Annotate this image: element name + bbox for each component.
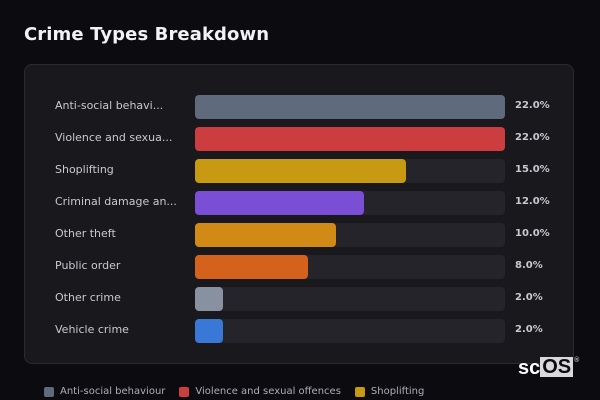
bar-label: Shoplifting [55, 163, 114, 176]
bar-label: Other crime [55, 291, 121, 304]
bar-fill[interactable] [195, 127, 505, 151]
legend-item[interactable]: Anti-social behaviour [44, 386, 165, 397]
bar-fill[interactable] [195, 223, 336, 247]
bar-fill[interactable] [195, 255, 308, 279]
bar-fill[interactable] [195, 319, 224, 343]
bar-label: Vehicle crime [55, 323, 129, 336]
bar-fill[interactable] [195, 191, 365, 215]
legend-label: Anti-social behaviour [60, 386, 166, 397]
bar-track [195, 223, 505, 247]
bar-track [195, 95, 505, 119]
bar-track [195, 319, 505, 343]
bar-row[interactable]: Vehicle crime 2.0% [25, 319, 573, 343]
bar-fill[interactable] [195, 287, 224, 311]
watermark-boxed: OS [540, 356, 574, 378]
bar-label: Public order [55, 259, 121, 272]
bar-row[interactable]: Criminal damage an... 12.0% [25, 191, 573, 215]
bar-label: Anti-social behavi... [55, 99, 164, 112]
bar-value: 8.0% [515, 260, 543, 271]
bar-value: 22.0% [515, 100, 550, 111]
bar-row[interactable]: Other theft 10.0% [25, 223, 573, 247]
legend-item[interactable]: Shoplifting [354, 386, 425, 397]
chart-card: Anti-social behavi... 22.0% Violence and s… [24, 64, 574, 364]
bar-value: 15.0% [515, 164, 550, 175]
chart-legend: Anti-social behaviour Violence and sexual… [44, 386, 424, 397]
bar-row[interactable]: Violence and sexua... 22.0% [25, 127, 573, 151]
legend-item[interactable]: Violence and sexual offences [179, 386, 341, 397]
bar-row[interactable]: Public order 8.0% [25, 255, 573, 279]
bar-track [195, 191, 505, 215]
bar-label: Criminal damage an... [55, 195, 177, 208]
bar-value: 2.0% [515, 292, 543, 303]
watermark-prefix: sc [518, 357, 541, 379]
bar-row[interactable]: Shoplifting 15.0% [25, 159, 573, 183]
bar-value: 12.0% [515, 196, 550, 207]
bar-fill[interactable] [195, 95, 505, 119]
bar-track [195, 159, 505, 183]
bar-label: Violence and sexua... [55, 131, 173, 144]
bar-value: 10.0% [515, 228, 550, 239]
chart-title: Crime Types Breakdown [24, 24, 270, 45]
legend-swatch-icon [44, 386, 54, 397]
bar-label: Other theft [55, 227, 116, 240]
bar-track [195, 127, 505, 151]
bar-row[interactable]: Anti-social behavi... 22.0% [25, 95, 573, 119]
bar-fill[interactable] [195, 159, 407, 183]
legend-label: Violence and sexual offences [195, 386, 341, 397]
legend-swatch-icon [179, 386, 190, 397]
bar-track [195, 287, 505, 311]
watermark-logo: sc OS ® [518, 357, 579, 380]
legend-swatch-icon [354, 386, 365, 397]
bar-track [195, 255, 505, 279]
legend-label: Shoplifting [370, 386, 425, 397]
registered-icon: ® [574, 357, 580, 364]
bar-value: 2.0% [515, 324, 543, 335]
bar-value: 22.0% [515, 132, 550, 143]
bar-row[interactable]: Other crime 2.0% [25, 287, 573, 311]
